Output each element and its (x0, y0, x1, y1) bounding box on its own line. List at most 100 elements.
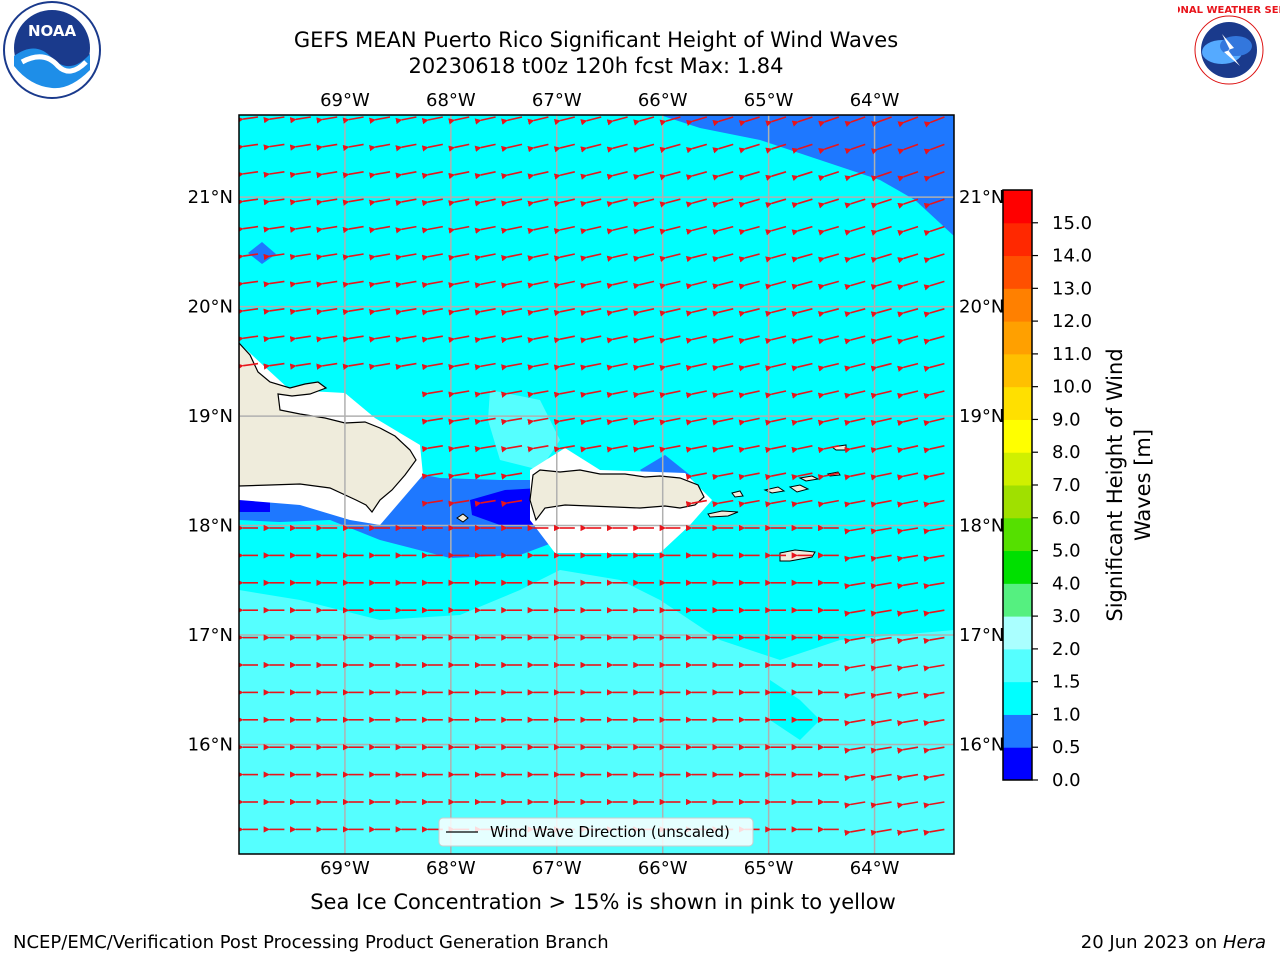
wave-direction-arrow (765, 335, 787, 345)
wave-direction-arrow (897, 225, 919, 237)
colorbar-segment (1003, 648, 1032, 683)
wave-direction-arrow (712, 171, 734, 181)
wave-direction-arrow (369, 116, 391, 124)
wave-direction-arrow (685, 280, 707, 290)
wave-direction-arrow (239, 116, 259, 124)
wave-direction-arrow (448, 417, 470, 425)
wave-direction-arrow (527, 116, 549, 125)
wave-direction-arrow (474, 143, 496, 152)
wave-direction-arrow (448, 362, 470, 371)
wave-direction-arrow (870, 773, 892, 782)
land-st-john (788, 484, 810, 493)
wave-direction-arrow (263, 198, 285, 206)
wave-direction-arrow (923, 390, 945, 400)
footer-date-text: 20 Jun 2023 on (1080, 932, 1223, 953)
wave-direction-arrow (239, 308, 259, 315)
wave-direction-arrow (553, 143, 575, 153)
wave-direction-arrow (712, 445, 734, 453)
wave-direction-arrow (765, 417, 787, 426)
wave-direction-arrow (500, 417, 523, 426)
wave-direction-arrow (606, 362, 628, 371)
wave-direction-arrow (685, 198, 708, 208)
wave-direction-arrow (791, 225, 813, 236)
wave-direction-arrow (527, 143, 549, 153)
wave-direction-arrow (633, 171, 655, 181)
wave-direction-arrow (738, 253, 760, 263)
wave-direction-arrow (553, 335, 575, 344)
colorbar-tick-label: 6.0 (1052, 508, 1081, 529)
wave-direction-arrow (738, 417, 760, 426)
wave-direction-arrow (553, 280, 575, 289)
wave-direction-arrow (342, 280, 364, 288)
wave-direction-arrow (659, 417, 681, 426)
wave-direction-arrow (395, 308, 417, 316)
wave-zone-1-1p5-south (770, 680, 820, 740)
colorbar-tick-label: 7.0 (1052, 475, 1081, 496)
wave-direction-arrow (316, 225, 338, 234)
wave-direction-arrow (870, 828, 892, 837)
wave-direction-arrow (421, 280, 443, 289)
wave-direction-arrow (791, 143, 813, 154)
wave-direction-arrow (239, 198, 259, 206)
wave-direction-arrow (606, 417, 628, 426)
wave-direction-arrow (553, 390, 575, 398)
wave-direction-arrow (923, 116, 945, 128)
wave-direction-arrow (421, 335, 443, 343)
lon-label: 68°W (426, 90, 476, 111)
wave-direction-arrow (501, 280, 523, 289)
colorbar-tick-label: 0.5 (1052, 737, 1081, 758)
wave-direction-arrow (527, 335, 549, 344)
map-fill-layer (239, 115, 954, 854)
wave-direction-arrow (368, 225, 391, 234)
lon-labels-top: 69°W 68°W 67°W 66°W 65°W 64°W (320, 90, 900, 111)
wave-direction-arrow (448, 116, 470, 125)
wave-direction-arrow (791, 362, 813, 372)
wave-direction-arrow (685, 499, 707, 508)
wave-direction-arrow (527, 280, 549, 289)
wave-direction-arrow (342, 143, 364, 152)
svg-text:NATIONAL WEATHER SERVICE: NATIONAL WEATHER SERVICE (1178, 5, 1280, 16)
colorbar-segment (1003, 485, 1032, 519)
wave-direction-arrow (897, 143, 919, 155)
wave-direction-arrow (765, 171, 787, 181)
wave-direction-arrow (765, 116, 787, 127)
wave-zone-0p5-1-ne (660, 115, 954, 236)
lon-label: 69°W (320, 858, 370, 879)
wave-zone-1p5-2 (239, 570, 954, 854)
colorbar-segment (1003, 321, 1032, 355)
map-frame (238, 114, 955, 855)
wave-direction-arrow (738, 116, 760, 127)
wave-direction-arrow (580, 335, 602, 344)
wave-direction-arrow (712, 143, 734, 154)
wave-direction-arrow (870, 636, 892, 645)
wave-direction-arrow (818, 116, 840, 127)
wave-direction-arrow (289, 143, 311, 151)
wave-direction-arrow (421, 198, 443, 207)
wave-direction-arrow (923, 527, 945, 535)
lat-label: 18°N (959, 516, 1004, 537)
wave-direction-arrow (263, 335, 285, 343)
wave-direction-arrow (923, 664, 945, 672)
colorbar-tick-label: 5.0 (1052, 541, 1081, 562)
wave-direction-arrow (633, 417, 655, 426)
lat-label: 19°N (959, 406, 1004, 427)
wave-direction-arrow (633, 280, 655, 290)
wave-direction-arrow (501, 143, 523, 153)
svg-text:NOAA: NOAA (28, 22, 77, 40)
wave-direction-arrow (738, 143, 760, 154)
wave-direction-arrow (791, 171, 813, 182)
wave-direction-arrow (738, 445, 760, 454)
wave-direction-arrow (395, 253, 417, 261)
wave-direction-arrow (316, 116, 338, 124)
nws-logo: NATIONAL WEATHER SERVICE (1146, 0, 1280, 100)
wave-direction-arrow (765, 225, 787, 236)
colorbar-tick-label: 2.0 (1052, 639, 1081, 660)
wave-direction-arrow (844, 828, 866, 837)
wave-direction-arrow (527, 390, 549, 398)
wave-direction-arrow (844, 171, 866, 182)
wave-direction-arrow (289, 116, 311, 124)
wave-direction-arrow (896, 773, 919, 782)
wave-direction-arrow (368, 280, 391, 289)
wave-direction-arrow (817, 225, 840, 236)
sea-ice-note: Sea Ice Concentration > 15% is shown in … (310, 890, 896, 914)
